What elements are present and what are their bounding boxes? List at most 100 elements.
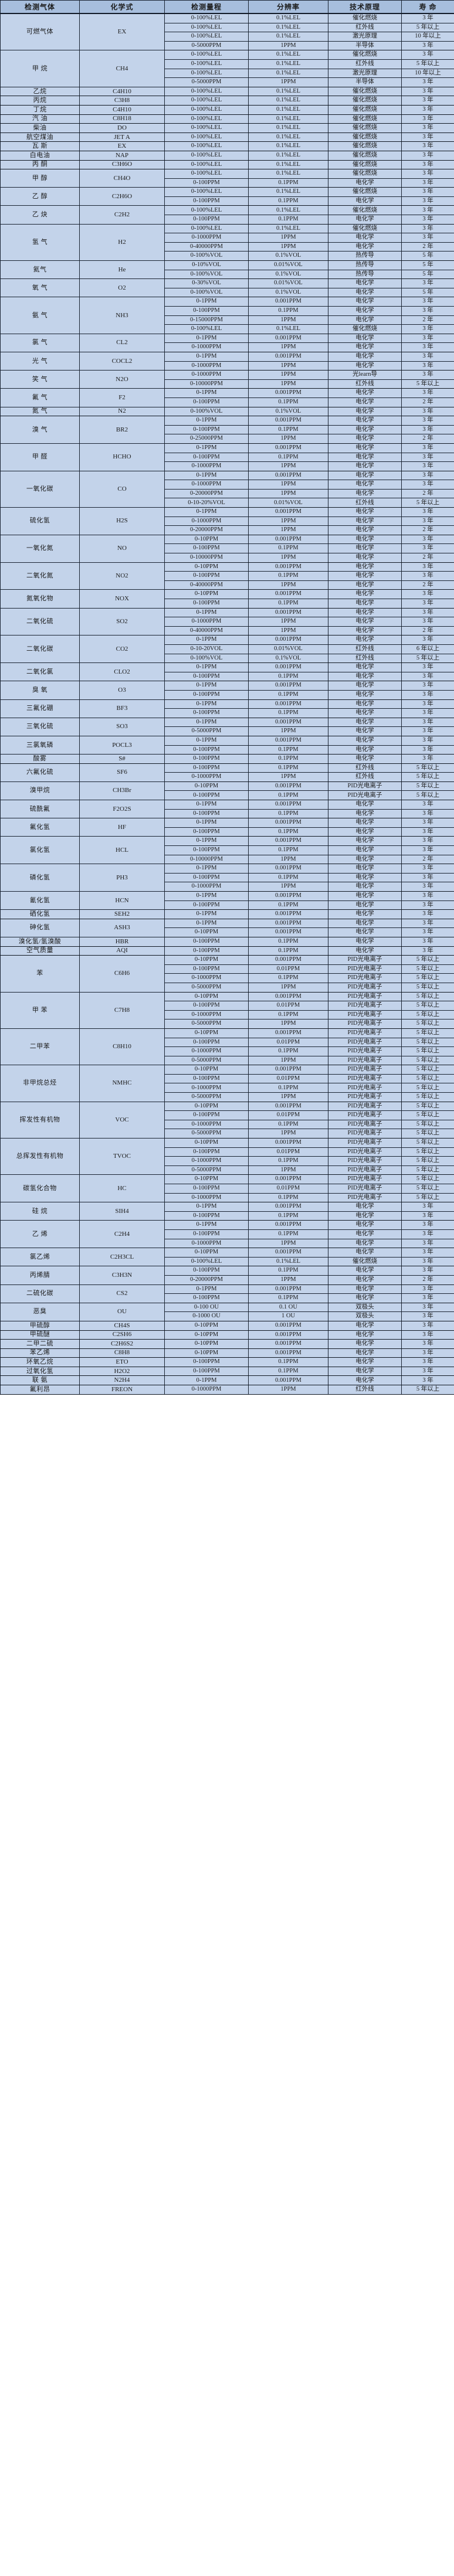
lifetime-cell: 5 年以上 — [401, 1092, 454, 1102]
range-cell: 0-100%VOL — [164, 269, 249, 280]
range-cell: 0-100PPM — [164, 936, 249, 947]
gas-name-cell: 可燃气体 — [0, 13, 80, 51]
table-row: 0-100%LEL 0.1%LEL 催化燃烧 3 年 — [1, 1256, 454, 1267]
range-cell: 0-1000PPM — [164, 1192, 249, 1203]
range-cell: 0-15000PPM — [164, 315, 249, 325]
range-cell: 0-10000PPM — [164, 379, 249, 389]
resolution-cell: 0.001PPM — [248, 662, 328, 672]
resolution-cell: 0.1PPM — [248, 790, 328, 801]
resolution-cell: 0.1PPM — [248, 1083, 328, 1093]
lifetime-cell: 3 年 — [401, 1348, 454, 1358]
chemical-formula-cell: HCL — [79, 836, 165, 865]
lifetime-cell: 3 年 — [401, 818, 454, 828]
range-cell: 0-100 OU — [164, 1302, 249, 1313]
principle-cell: 电化学 — [328, 1248, 402, 1258]
range-cell: 0-20000PPM — [164, 525, 249, 535]
chemical-formula-cell: EX — [79, 141, 165, 151]
table-row: 汽 油 C8H18 0-100%LEL 0.1%LEL 催化燃烧 3 年 — [0, 114, 454, 124]
resolution-cell: 0.1%LEL — [248, 86, 328, 97]
lifetime-cell: 5 年以上 — [401, 790, 454, 801]
gas-name-cell: 环氧乙烷 — [0, 1357, 80, 1367]
principle-cell: PID光电离子 — [328, 1010, 402, 1020]
lifetime-cell: 5 年以上 — [401, 964, 454, 974]
principle-cell: 电化学 — [328, 735, 402, 746]
lifetime-cell: 3 年 — [401, 306, 454, 316]
gas-name-cell: 磷化氢 — [0, 864, 80, 892]
principle-cell: 电化学 — [328, 507, 402, 517]
table-row: 0-10PPM 0.001PPM 电化学 3 年 — [1, 927, 454, 937]
principle-cell: 红外线 — [328, 59, 402, 69]
table-row: 硅 烷 SIH4 0-1PPM 0.001PPM 电化学 3 年 — [0, 1202, 454, 1221]
lifetime-cell: 6 年以上 — [401, 644, 454, 654]
principle-cell: 催化燃烧 — [328, 324, 402, 334]
lifetime-cell: 3 年 — [401, 607, 454, 618]
chemical-formula-cell: CH4S — [79, 1320, 165, 1331]
principle-cell: 电化学 — [328, 534, 402, 545]
principle-cell: 电化学 — [328, 1339, 402, 1349]
table-row: 一氧化碳 CO 0-1PPM 0.001PPM 电化学 3 年 — [0, 470, 454, 508]
range-cell: 0-40000PPM — [164, 242, 249, 252]
lifetime-cell: 3 年 — [401, 1302, 454, 1313]
range-cell: 0-100PPM — [164, 178, 249, 188]
range-cell: 0-100PPM — [164, 215, 249, 225]
range-cell: 0-10PPM — [164, 1028, 249, 1038]
principle-cell: 电化学 — [328, 525, 402, 535]
table-row: 酸雾 S# 0-100PPM 0.1PPM 电化学 3 年 — [0, 754, 454, 764]
principle-cell: 电化学 — [328, 708, 402, 718]
lifetime-cell: 5 年以上 — [401, 1110, 454, 1120]
principle-cell: 双极头 — [328, 1302, 402, 1313]
range-cell: 0-100%LEL — [164, 159, 249, 170]
resolution-cell: 0.001PPM — [248, 507, 328, 517]
range-cell: 0-10PPM — [164, 991, 249, 1002]
principle-cell: 电化学 — [328, 1202, 402, 1212]
resolution-cell: 0.1PPM — [248, 1266, 328, 1276]
table-row: 乙烷 C4H10 0-100%LEL 0.1%LEL 催化燃烧 3 年 — [0, 86, 454, 97]
principle-cell: 催化燃烧 — [328, 150, 402, 161]
chemical-formula-cell: C8H18 — [79, 114, 165, 124]
principle-cell: 光learn导 — [328, 370, 402, 380]
lifetime-cell: 3 年 — [401, 424, 454, 435]
lifetime-cell: 2 年 — [401, 854, 454, 865]
principle-cell: 电化学 — [328, 470, 402, 481]
resolution-cell: 1PPM — [248, 480, 328, 490]
chemical-formula-cell: CO2 — [79, 635, 165, 664]
column-header-gas: 检测气体 — [0, 0, 80, 14]
principle-cell: 催化燃烧 — [328, 141, 402, 151]
resolution-cell: 0.1PPM — [248, 973, 328, 983]
table-row: 二氧化硫 SO2 0-1PPM 0.001PPM 电化学 3 年 — [0, 607, 454, 636]
range-cell: 0-100PPM — [164, 763, 249, 773]
resolution-cell: 1PPM — [248, 434, 328, 444]
lifetime-cell: 2 年 — [401, 397, 454, 407]
resolution-cell: 0.001PPM — [248, 1174, 328, 1184]
lifetime-cell: 5 年以上 — [401, 1138, 454, 1148]
lifetime-cell: 3 年 — [401, 717, 454, 728]
lifetime-cell: 3 年 — [401, 662, 454, 672]
lifetime-cell: 3 年 — [401, 864, 454, 874]
lifetime-cell: 3 年 — [401, 1339, 454, 1349]
lifetime-cell: 3 年 — [401, 927, 454, 937]
lifetime-cell: 5 年以上 — [401, 955, 454, 965]
range-cell: 0-100%VOL — [164, 251, 249, 261]
range-cell: 0-1000PPM — [164, 480, 249, 490]
range-cell: 0-1PPM — [164, 717, 249, 728]
resolution-cell: 0.01%VOL — [248, 260, 328, 270]
resolution-cell: 0.1PPM — [248, 215, 328, 225]
principle-cell: 电化学 — [328, 242, 402, 252]
lifetime-cell: 3 年 — [401, 516, 454, 526]
lifetime-cell: 3 年 — [401, 1220, 454, 1230]
range-cell: 0-1PPM — [164, 1202, 249, 1212]
principle-cell: 催化燃烧 — [328, 114, 402, 124]
lifetime-cell: 3 年 — [401, 827, 454, 837]
table-row: 臭 氧 O3 0-1PPM 0.001PPM 电化学 3 年 — [0, 681, 454, 700]
table-row: 0-100PPM 0.01PPM PID光电离子 5 年以上 — [1, 964, 454, 974]
range-cell: 0-100PPM — [164, 397, 249, 407]
principle-cell: 电化学 — [328, 361, 402, 371]
gas-name-cell: 乙 烯 — [0, 1220, 80, 1249]
range-cell: 0-10%VOL — [164, 260, 249, 270]
resolution-cell: 1PPM — [248, 461, 328, 471]
gas-name-cell: 氮氧化物 — [0, 589, 80, 609]
resolution-cell: 0.001PPM — [248, 864, 328, 874]
resolution-cell: 0.001PPM — [248, 443, 328, 453]
principle-cell: 电化学 — [328, 918, 402, 929]
chemical-formula-cell: C2SH6 — [79, 1330, 165, 1340]
